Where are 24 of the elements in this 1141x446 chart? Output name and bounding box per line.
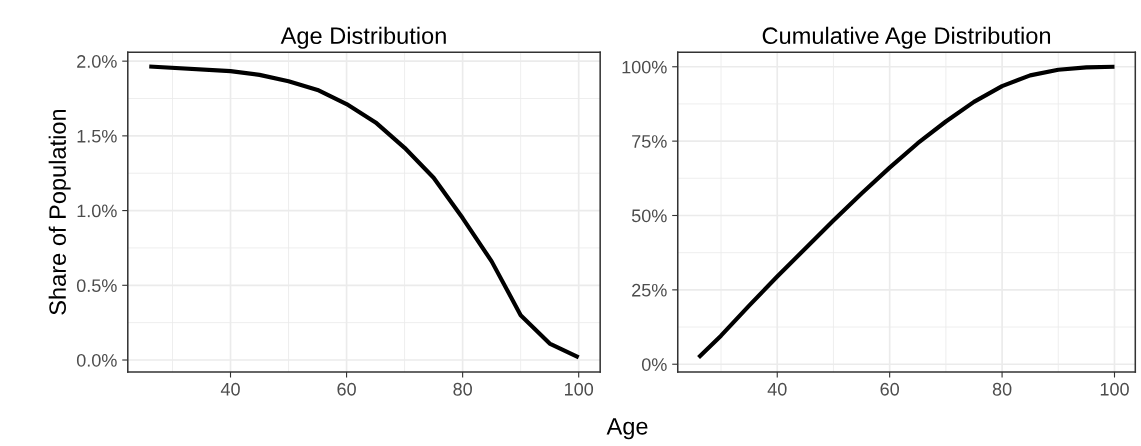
y-tick-label: 25%	[632, 283, 667, 297]
y-tick-label: 100%	[622, 60, 667, 74]
y-tick-label: 50%	[631, 209, 667, 223]
y-tick-label: 0.0%	[76, 353, 117, 367]
x-tick-label: 60	[337, 382, 356, 396]
x-tick-label: 80	[453, 382, 472, 396]
x-tick-label: 40	[767, 382, 787, 396]
line-series	[696, 64, 1117, 360]
x-tick-label: 60	[880, 382, 899, 396]
y-tick-label: 75%	[632, 135, 667, 148]
chart-title: Age Distribution	[280, 26, 446, 49]
y-tick-label: 0%	[641, 358, 667, 371]
y-axis-title: Share of Population	[48, 109, 71, 315]
y-tick-label: 0.5%	[76, 279, 117, 293]
x-tick-label: 80	[992, 382, 1012, 396]
x-tick-label: 40	[220, 382, 240, 396]
y-tick-label: 2.0%	[77, 55, 117, 68]
chart-title: Cumulative Age Distribution	[762, 26, 1051, 49]
line-series	[147, 64, 581, 360]
x-axis-title: Age	[606, 418, 648, 440]
y-tick-label: 1.0%	[77, 204, 117, 218]
x-tick-label: 100	[565, 382, 594, 396]
y-tick-label: 1.5%	[77, 129, 117, 143]
x-tick-label: 100	[1100, 382, 1129, 396]
